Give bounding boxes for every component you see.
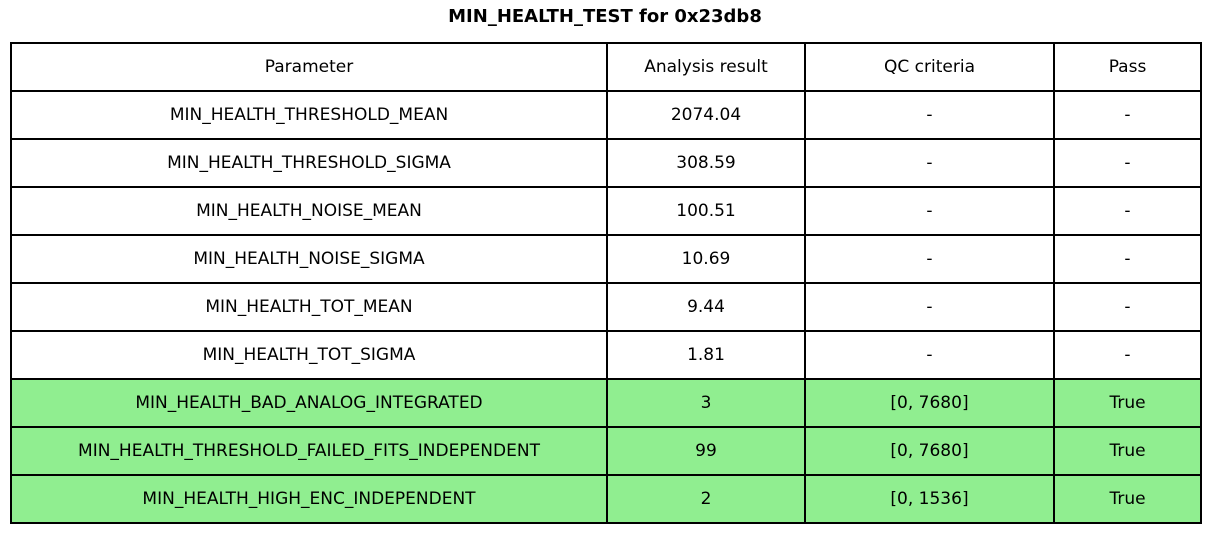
cell-parameter: MIN_HEALTH_THRESHOLD_MEAN (10, 90, 608, 140)
cell-analysis-result: 100.51 (606, 186, 806, 236)
table-row-pass: MIN_HEALTH_THRESHOLD_FAILED_FITS_INDEPEN… (10, 426, 1202, 476)
cell-qc-criteria: [0, 1536] (804, 474, 1055, 524)
cell-analysis-result: 2074.04 (606, 90, 806, 140)
table-row: MIN_HEALTH_THRESHOLD_SIGMA 308.59 - - (10, 138, 1202, 188)
page-title: MIN_HEALTH_TEST for 0x23db8 (448, 6, 762, 27)
cell-qc-criteria: - (804, 186, 1055, 236)
cell-pass: - (1053, 234, 1202, 284)
table-row: MIN_HEALTH_TOT_SIGMA 1.81 - - (10, 330, 1202, 380)
cell-pass: - (1053, 186, 1202, 236)
cell-pass: - (1053, 330, 1202, 380)
cell-analysis-result: 2 (606, 474, 806, 524)
column-header-pass: Pass (1053, 42, 1202, 92)
cell-analysis-result: 9.44 (606, 282, 806, 332)
qc-results-table: Parameter Analysis result QC criteria Pa… (10, 42, 1202, 524)
cell-pass: True (1053, 474, 1202, 524)
cell-parameter: MIN_HEALTH_TOT_SIGMA (10, 330, 608, 380)
cell-parameter: MIN_HEALTH_TOT_MEAN (10, 282, 608, 332)
table-row: MIN_HEALTH_NOISE_MEAN 100.51 - - (10, 186, 1202, 236)
column-header-analysis-result: Analysis result (606, 42, 806, 92)
cell-pass: True (1053, 426, 1202, 476)
table-row-pass: MIN_HEALTH_BAD_ANALOG_INTEGRATED 3 [0, 7… (10, 378, 1202, 428)
cell-parameter: MIN_HEALTH_BAD_ANALOG_INTEGRATED (10, 378, 608, 428)
cell-qc-criteria: [0, 7680] (804, 426, 1055, 476)
table-header-row: Parameter Analysis result QC criteria Pa… (10, 42, 1202, 92)
table-row: MIN_HEALTH_THRESHOLD_MEAN 2074.04 - - (10, 90, 1202, 140)
cell-parameter: MIN_HEALTH_NOISE_SIGMA (10, 234, 608, 284)
cell-parameter: MIN_HEALTH_THRESHOLD_FAILED_FITS_INDEPEN… (10, 426, 608, 476)
cell-qc-criteria: - (804, 90, 1055, 140)
cell-pass: True (1053, 378, 1202, 428)
cell-qc-criteria: - (804, 330, 1055, 380)
cell-qc-criteria: - (804, 282, 1055, 332)
cell-pass: - (1053, 138, 1202, 188)
cell-analysis-result: 3 (606, 378, 806, 428)
cell-parameter: MIN_HEALTH_NOISE_MEAN (10, 186, 608, 236)
table-row: MIN_HEALTH_TOT_MEAN 9.44 - - (10, 282, 1202, 332)
column-header-qc-criteria: QC criteria (804, 42, 1055, 92)
cell-qc-criteria: [0, 7680] (804, 378, 1055, 428)
column-header-parameter: Parameter (10, 42, 608, 92)
cell-analysis-result: 99 (606, 426, 806, 476)
cell-qc-criteria: - (804, 234, 1055, 284)
cell-parameter: MIN_HEALTH_HIGH_ENC_INDEPENDENT (10, 474, 608, 524)
cell-analysis-result: 308.59 (606, 138, 806, 188)
cell-analysis-result: 1.81 (606, 330, 806, 380)
cell-parameter: MIN_HEALTH_THRESHOLD_SIGMA (10, 138, 608, 188)
cell-pass: - (1053, 282, 1202, 332)
cell-qc-criteria: - (804, 138, 1055, 188)
cell-analysis-result: 10.69 (606, 234, 806, 284)
table-row-pass: MIN_HEALTH_HIGH_ENC_INDEPENDENT 2 [0, 15… (10, 474, 1202, 524)
cell-pass: - (1053, 90, 1202, 140)
table-row: MIN_HEALTH_NOISE_SIGMA 10.69 - - (10, 234, 1202, 284)
